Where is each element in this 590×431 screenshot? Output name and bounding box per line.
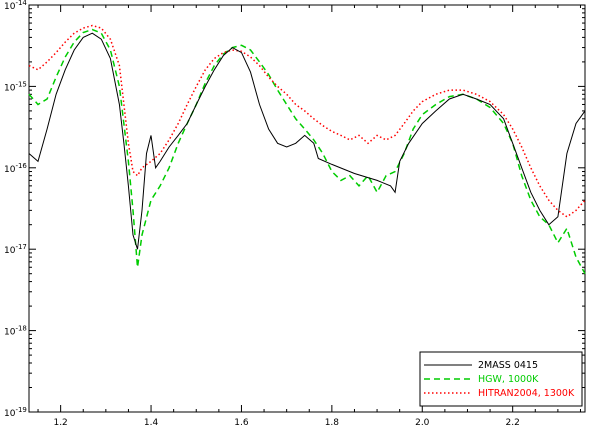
y-tick-labels: 10-14 10-15 10-16 10-17 10-18 10-19 <box>4 0 27 419</box>
x-tick-label-1: 1.4 <box>144 418 159 428</box>
x-tick-labels: 1.2 1.4 1.6 1.8 2.0 2.2 <box>53 418 519 428</box>
legend: 2MASS 0415 HGW, 1000K HITRAN2004, 1300K <box>419 351 583 407</box>
series-line-1 <box>28 28 586 275</box>
legend-label-hgw: HGW, 1000K <box>478 374 539 385</box>
series-lines <box>28 24 586 275</box>
x-tick-label-0: 1.2 <box>53 418 67 428</box>
y-tick-label-1: 10-15 <box>4 80 27 93</box>
legend-box <box>419 351 583 407</box>
x-tick-label-4: 2.0 <box>415 418 430 428</box>
y-tick-label-0: 10-14 <box>4 0 27 12</box>
x-tick-label-3: 1.8 <box>325 418 340 428</box>
y-tick-label-2: 10-16 <box>4 162 27 175</box>
x-tick-label-2: 1.6 <box>234 418 249 428</box>
y-tick-label-5: 10-19 <box>4 406 27 419</box>
legend-label-2mass: 2MASS 0415 <box>478 360 538 371</box>
axis-ticks <box>29 4 585 413</box>
legend-label-hitran: HITRAN2004, 1300K <box>478 388 575 399</box>
series-line-0 <box>28 32 586 250</box>
y-tick-label-4: 10-18 <box>4 325 27 338</box>
y-tick-label-3: 10-17 <box>4 243 27 256</box>
x-tick-label-5: 2.2 <box>506 418 520 428</box>
plot-frame <box>28 4 586 413</box>
